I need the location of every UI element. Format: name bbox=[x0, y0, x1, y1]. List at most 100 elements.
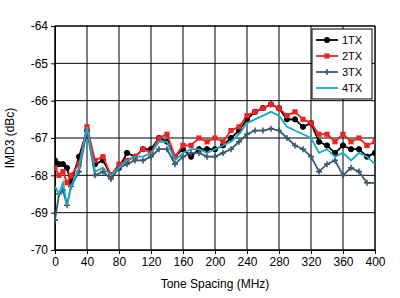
x-axis-title: Tone Spacing (MHz) bbox=[161, 277, 270, 291]
series-marker bbox=[100, 154, 105, 159]
series-marker bbox=[260, 106, 265, 111]
x-tick-label: 360 bbox=[333, 255, 353, 269]
grid-line-y bbox=[55, 100, 375, 101]
series-marker bbox=[164, 132, 169, 137]
x-tick: 80 bbox=[113, 250, 127, 269]
x-tick: 40 bbox=[81, 250, 95, 269]
series-marker bbox=[276, 106, 281, 111]
x-tick-label: 320 bbox=[301, 255, 321, 269]
legend-swatch bbox=[316, 87, 338, 89]
x-axis-line bbox=[56, 251, 376, 255]
y-tick-label: -69 bbox=[31, 206, 49, 220]
series-marker bbox=[156, 135, 161, 140]
y-tick: -65 bbox=[31, 57, 55, 71]
legend-box bbox=[312, 29, 372, 99]
series-marker bbox=[348, 165, 354, 171]
series-marker bbox=[244, 131, 250, 137]
x-tick-mark bbox=[87, 250, 88, 254]
series-marker bbox=[276, 128, 282, 134]
series-marker bbox=[340, 132, 345, 137]
grid-line-y bbox=[55, 212, 375, 213]
series-marker bbox=[68, 173, 73, 178]
series-marker bbox=[300, 117, 305, 122]
series-marker bbox=[324, 143, 329, 148]
series-marker bbox=[332, 139, 337, 144]
series-marker bbox=[348, 147, 353, 152]
x-tick: 160 bbox=[173, 250, 193, 269]
y-tick: -64 bbox=[31, 19, 55, 33]
y-tick-mark bbox=[51, 175, 55, 176]
series-marker bbox=[188, 143, 193, 148]
legend-label: 3TX bbox=[342, 66, 363, 78]
series-marker bbox=[140, 157, 146, 163]
series-marker bbox=[55, 165, 58, 170]
series-marker bbox=[60, 169, 65, 174]
series-marker bbox=[64, 180, 69, 185]
x-axis: 0 40 80 120 160 200 240 280 320 360 400 bbox=[52, 250, 386, 269]
series-marker bbox=[316, 169, 322, 175]
x-tick: 200 bbox=[205, 250, 225, 269]
series-line bbox=[55, 112, 375, 205]
series-marker bbox=[332, 157, 338, 163]
y-tick-label: -67 bbox=[31, 131, 49, 145]
series-line bbox=[55, 104, 375, 182]
series-marker bbox=[252, 128, 258, 134]
x-tick-label: 40 bbox=[81, 255, 95, 269]
y-tick-mark bbox=[51, 101, 55, 102]
series-marker bbox=[268, 126, 274, 132]
series-marker bbox=[292, 109, 297, 114]
series-marker bbox=[55, 217, 58, 223]
x-tick-label: 120 bbox=[141, 255, 161, 269]
grid-line-y bbox=[55, 175, 375, 176]
x-tick: 280 bbox=[269, 250, 289, 269]
series-marker bbox=[308, 120, 313, 125]
y-tick: -70 bbox=[31, 243, 55, 257]
y-tick-label: -70 bbox=[31, 243, 49, 257]
x-tick-mark bbox=[151, 250, 152, 254]
series-marker bbox=[324, 132, 329, 137]
y-tick-mark bbox=[51, 213, 55, 214]
series-marker bbox=[300, 124, 305, 129]
series-marker bbox=[140, 147, 145, 152]
series-marker bbox=[284, 113, 289, 118]
series-marker bbox=[364, 180, 370, 186]
y-tick-mark bbox=[51, 63, 55, 64]
x-tick-mark bbox=[279, 250, 280, 254]
y-tick-label: -65 bbox=[31, 57, 49, 71]
series-marker bbox=[308, 154, 314, 160]
x-tick: 400 bbox=[365, 250, 385, 269]
y-tick: -67 bbox=[31, 131, 55, 145]
y-axis: -70-69-68-67-66-65-64 bbox=[31, 19, 56, 257]
y-axis-title: IMD3 (dBc) bbox=[3, 108, 17, 169]
y-tick: -66 bbox=[31, 94, 55, 108]
x-tick: 240 bbox=[237, 250, 257, 269]
series-marker bbox=[156, 135, 161, 140]
legend-label: 2TX bbox=[342, 50, 363, 62]
x-tick-mark bbox=[375, 250, 376, 254]
series-marker bbox=[228, 128, 233, 133]
plot-area: 04080120160200240280320360400-70-69-68-6… bbox=[31, 19, 386, 268]
x-tick: 320 bbox=[301, 250, 321, 269]
series-marker bbox=[372, 139, 375, 144]
series-marker bbox=[212, 154, 218, 160]
series-marker bbox=[276, 106, 281, 111]
series-marker bbox=[212, 135, 217, 140]
series-marker bbox=[204, 154, 210, 160]
series-marker bbox=[140, 147, 145, 152]
y-tick-mark bbox=[51, 138, 55, 139]
series-line bbox=[55, 104, 375, 182]
series-marker bbox=[268, 102, 273, 107]
series-marker bbox=[204, 139, 209, 144]
legend-marker bbox=[324, 37, 329, 42]
series-line bbox=[55, 129, 375, 220]
series-marker bbox=[372, 150, 375, 155]
x-tick: 0 bbox=[52, 250, 59, 269]
y-tick-label: -64 bbox=[31, 19, 49, 33]
series-marker bbox=[260, 106, 265, 111]
series-marker bbox=[356, 147, 361, 152]
legend: 1TX2TX3TX4TX bbox=[312, 29, 372, 99]
legend-marker bbox=[324, 69, 330, 75]
x-tick-label: 280 bbox=[269, 255, 289, 269]
x-tick-label: 240 bbox=[237, 255, 257, 269]
series-marker bbox=[236, 124, 241, 129]
